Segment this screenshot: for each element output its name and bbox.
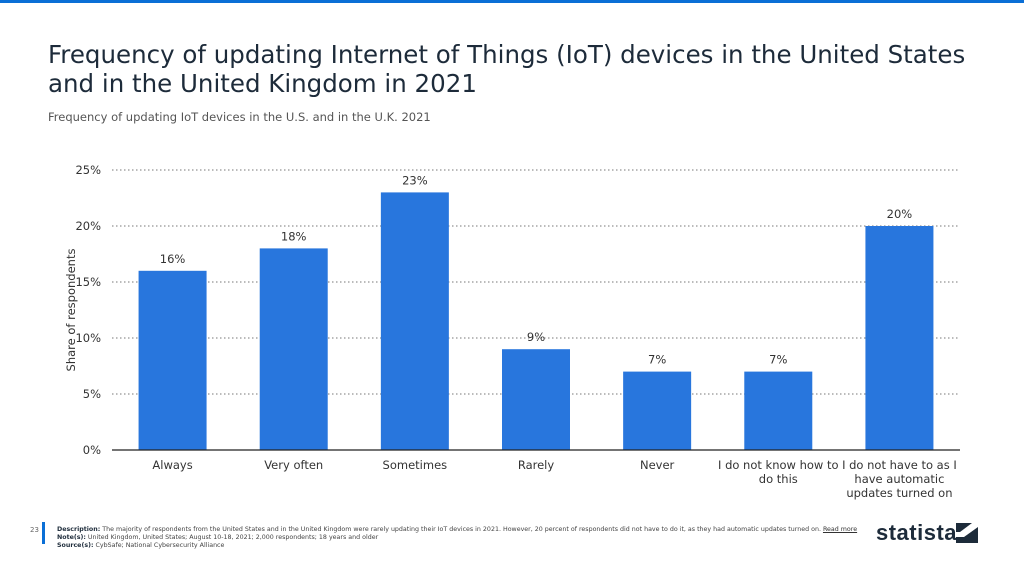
page-subtitle: Frequency of updating IoT devices in the…: [48, 110, 431, 124]
y-tick-label: 10%: [75, 331, 101, 345]
data-label: 18%: [281, 229, 307, 243]
description-label: Description:: [57, 526, 101, 533]
x-tick-label: have automatic: [854, 472, 944, 486]
description: The majority of respondents from the Uni…: [102, 526, 821, 533]
data-label: 16%: [160, 252, 186, 266]
read-more-link[interactable]: Read more: [822, 526, 858, 533]
x-tick-label: I do not know how to: [718, 458, 839, 472]
x-tick-label: I do not have to as I: [842, 458, 957, 472]
data-label: 7%: [769, 353, 787, 367]
bar: [380, 192, 449, 450]
y-tick-label: 25%: [75, 163, 101, 177]
y-tick-label: 5%: [83, 387, 101, 401]
x-tick-label: Rarely: [518, 458, 555, 472]
bar: [138, 270, 207, 450]
bar: [865, 226, 934, 450]
statista-logo[interactable]: statista: [876, 520, 958, 545]
page-number: 23: [30, 526, 39, 534]
page-title: Frequency of updating Internet of Things…: [48, 40, 966, 98]
data-label: 7%: [648, 353, 666, 367]
y-tick-label: 20%: [75, 219, 101, 233]
x-tick-label: Always: [152, 458, 192, 472]
x-tick-label: Very often: [264, 458, 323, 472]
x-tick-label: Sometimes: [383, 458, 448, 472]
data-label: 20%: [887, 207, 913, 221]
y-tick-label: 15%: [75, 275, 101, 289]
footer-accent: [42, 522, 45, 544]
bar: [623, 371, 692, 450]
x-tick-label: do this: [759, 472, 798, 486]
x-tick-label: updates turned on: [846, 486, 952, 500]
notes-label: Note(s):: [57, 534, 86, 541]
bar: [259, 248, 328, 450]
data-label: 23%: [402, 173, 428, 187]
footer-text: Description: The majority of respondents…: [57, 526, 857, 550]
top-accent-bar: [0, 0, 1024, 3]
source-label: Source(s):: [57, 542, 94, 549]
bar: [744, 371, 813, 450]
statista-logo-mark-icon: [956, 523, 978, 543]
bar: [502, 349, 570, 450]
y-tick-label: 0%: [83, 443, 101, 457]
data-label: 9%: [527, 330, 545, 344]
source: CybSafe; National Cybersecurity Alliance: [95, 542, 225, 549]
x-tick-label: Never: [640, 458, 675, 472]
notes: United Kingdom, United States; August 10…: [87, 534, 379, 541]
y-axis-label: Share of respondents: [64, 249, 78, 372]
